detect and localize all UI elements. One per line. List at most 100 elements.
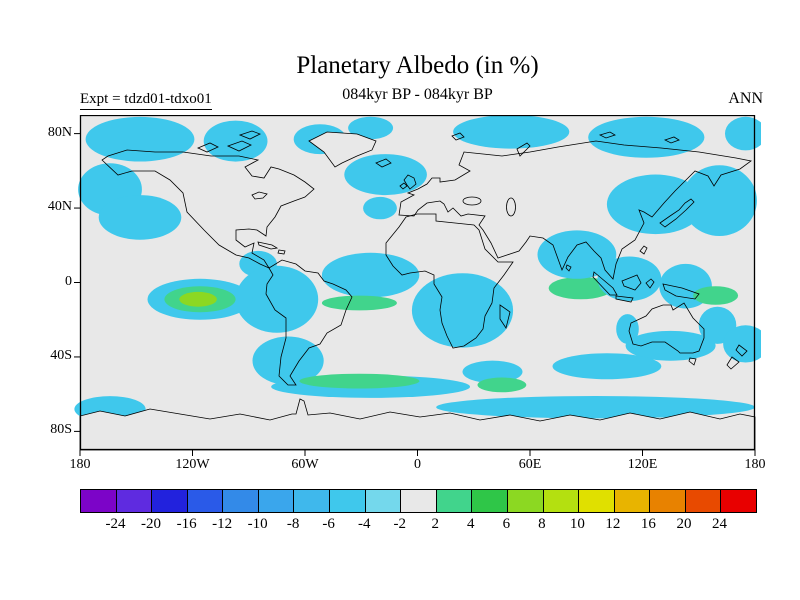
colorbar-label: 8 bbox=[538, 516, 546, 532]
anomaly-region bbox=[344, 154, 427, 196]
coastline-new-zealand-south bbox=[726, 356, 740, 370]
colorbar-label: -4 bbox=[357, 516, 371, 532]
colorbar-label: -12 bbox=[212, 516, 233, 532]
colorbar-label: 4 bbox=[467, 516, 475, 532]
colorbar-label: -6 bbox=[322, 516, 335, 532]
experiment-label: Expt = tdzd01-tdxo01 bbox=[80, 91, 212, 110]
anomaly-region bbox=[462, 360, 523, 383]
colorbar-label: 10 bbox=[569, 516, 585, 532]
coastline-ireland bbox=[399, 182, 408, 190]
anomaly-region bbox=[616, 314, 639, 344]
anomaly-region bbox=[693, 286, 739, 305]
colorbar-segment bbox=[152, 490, 188, 512]
lon-tick-label: 180 bbox=[744, 457, 766, 472]
anomaly-region bbox=[681, 165, 757, 236]
colorbar-label: -24 bbox=[105, 516, 126, 532]
lat-tick-label: 80N bbox=[47, 124, 72, 140]
coastline-iceland bbox=[375, 158, 392, 168]
coastline-tasmania bbox=[688, 357, 697, 366]
caspian-sea bbox=[506, 197, 516, 217]
coastline-arctic-island-a bbox=[226, 140, 252, 152]
lon-tick-label: 180 bbox=[69, 457, 91, 472]
lat-tick-label: 80S bbox=[50, 422, 72, 438]
map-frame bbox=[79, 115, 756, 451]
colorbar-segment bbox=[365, 490, 402, 512]
coastline-svalbard bbox=[451, 132, 465, 141]
plot-title: Planetary Albedo (in %) bbox=[296, 52, 539, 79]
anomaly-region bbox=[477, 377, 527, 393]
black-sea bbox=[462, 196, 482, 206]
colorbar-label: -8 bbox=[286, 516, 300, 532]
anomaly-region bbox=[321, 252, 420, 298]
coastline-japan bbox=[659, 198, 695, 228]
coastline-cuba bbox=[257, 241, 279, 250]
coastline-new-zealand-north bbox=[735, 344, 748, 357]
colorbar-segment bbox=[187, 490, 224, 512]
colorbar-segment bbox=[721, 490, 756, 512]
colorbar bbox=[80, 489, 757, 513]
anomaly-region bbox=[597, 256, 662, 302]
coastline-sumatra bbox=[592, 271, 618, 296]
lon-tick-label: 0 bbox=[414, 457, 421, 472]
colorbar-segment bbox=[81, 490, 117, 512]
anomaly-region bbox=[179, 291, 217, 307]
coastline-new-guinea bbox=[662, 283, 700, 300]
coastline-hispaniola bbox=[277, 249, 286, 255]
colorbar-segment bbox=[685, 490, 722, 512]
coastline-java bbox=[615, 295, 634, 303]
coastline-australia bbox=[628, 302, 705, 354]
colorbar-segment bbox=[223, 490, 259, 512]
colorbar-segment bbox=[543, 490, 580, 512]
coastline-madagascar bbox=[499, 304, 511, 329]
colorbar-label: 12 bbox=[605, 516, 621, 532]
season-label: ANN bbox=[728, 90, 763, 107]
colorbar-label: 6 bbox=[502, 516, 511, 532]
coastline-africa bbox=[385, 213, 514, 349]
anomaly-region bbox=[348, 116, 394, 140]
lon-tick-label: 120W bbox=[175, 457, 210, 472]
lat-tick-label: 40N bbox=[47, 199, 72, 215]
coastline-philippines bbox=[639, 245, 648, 255]
lat-tick-label: 40S bbox=[50, 347, 72, 363]
anomaly-region bbox=[588, 116, 705, 158]
coastline-greenland bbox=[308, 131, 377, 168]
colorbar-segment bbox=[614, 490, 651, 512]
anomaly-region bbox=[548, 276, 613, 300]
colorbar-segment bbox=[401, 490, 437, 512]
anomaly-region bbox=[203, 120, 268, 162]
colorbar-label: 24 bbox=[711, 516, 727, 532]
coastline-new-siberian-islands bbox=[663, 136, 680, 144]
anomaly-region bbox=[299, 373, 420, 389]
colorbar-segment bbox=[116, 490, 153, 512]
anomaly-region bbox=[537, 230, 617, 279]
colorbar-label: 20 bbox=[676, 516, 692, 532]
great-lakes bbox=[251, 191, 268, 200]
anomaly-region bbox=[552, 353, 662, 380]
colorbar-segment bbox=[258, 490, 295, 512]
lon-tick-label: 60E bbox=[518, 457, 542, 472]
coastline-britain bbox=[403, 174, 417, 190]
colorbar-label: -20 bbox=[141, 516, 162, 532]
colorbar-segment bbox=[436, 490, 473, 512]
colorbar-segment bbox=[650, 490, 686, 512]
lat-tick-label: 0 bbox=[65, 273, 72, 289]
anomaly-region bbox=[606, 174, 705, 235]
anomaly-region bbox=[723, 325, 761, 363]
coastline-south-america bbox=[265, 259, 353, 386]
coastline-north-america bbox=[101, 149, 315, 269]
coastline-eurasia bbox=[398, 140, 752, 280]
lon-tick-label: 120E bbox=[627, 457, 658, 472]
coastline-borneo bbox=[621, 274, 642, 291]
colorbar-label: -10 bbox=[247, 516, 268, 532]
anomaly-region bbox=[453, 115, 570, 149]
anomaly-region bbox=[235, 265, 319, 333]
colorbar-label: 2 bbox=[431, 516, 440, 532]
anomaly-region bbox=[363, 196, 397, 220]
anomaly-region bbox=[411, 273, 514, 348]
colorbar-label: 16 bbox=[640, 516, 656, 532]
world-map bbox=[74, 115, 761, 456]
colorbar-label: -2 bbox=[393, 516, 406, 532]
coastline-sri-lanka bbox=[565, 264, 572, 272]
colorbar-segment bbox=[579, 490, 615, 512]
